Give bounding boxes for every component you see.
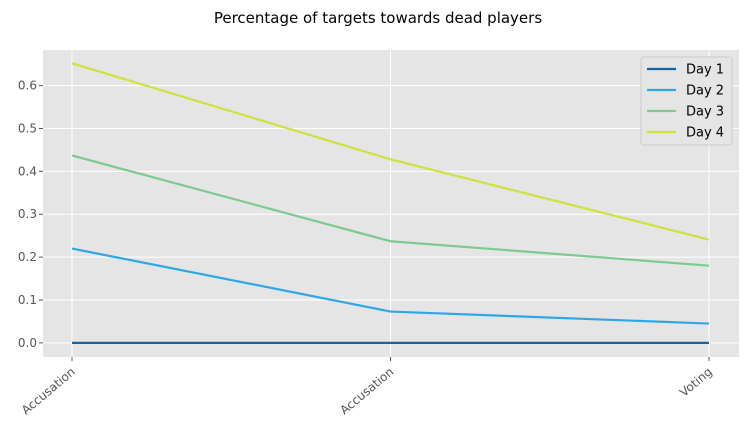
series-line-day-2 <box>71 247 710 325</box>
x-tick-label-0: Accusation <box>19 365 78 418</box>
legend-label-day-4: Day 4 <box>686 126 724 141</box>
legend: Day 1 Day 2 Day 3 Day 4 <box>640 56 733 146</box>
legend-label-day-1: Day 1 <box>686 63 724 78</box>
y-tick-label-0: 0.0 <box>18 336 37 350</box>
series-line-day-4 <box>71 62 710 241</box>
series-lines <box>71 62 710 344</box>
x-tick-label-1: Accusation <box>337 365 396 418</box>
grid <box>43 50 739 357</box>
legend-box <box>640 56 733 146</box>
y-tick-label-6: 0.6 <box>18 79 37 93</box>
y-tick-label-3: 0.3 <box>18 207 37 221</box>
series-line-day-3 <box>71 154 710 267</box>
y-tick-label-5: 0.5 <box>18 121 37 135</box>
legend-label-day-3: Day 3 <box>686 105 724 120</box>
y-axis-ticks: 0.0 0.1 0.2 0.3 0.4 0.5 0.6 <box>18 79 43 350</box>
y-tick-label-4: 0.4 <box>18 164 37 178</box>
legend-label-day-2: Day 2 <box>686 84 724 99</box>
y-tick-label-1: 0.1 <box>18 293 37 307</box>
x-axis-ticks: Accusation Accusation Voting <box>19 357 715 417</box>
y-tick-label-2: 0.2 <box>18 250 37 264</box>
chart-title: Percentage of targets towards dead playe… <box>214 9 542 27</box>
x-tick-label-2: Voting <box>677 365 715 400</box>
